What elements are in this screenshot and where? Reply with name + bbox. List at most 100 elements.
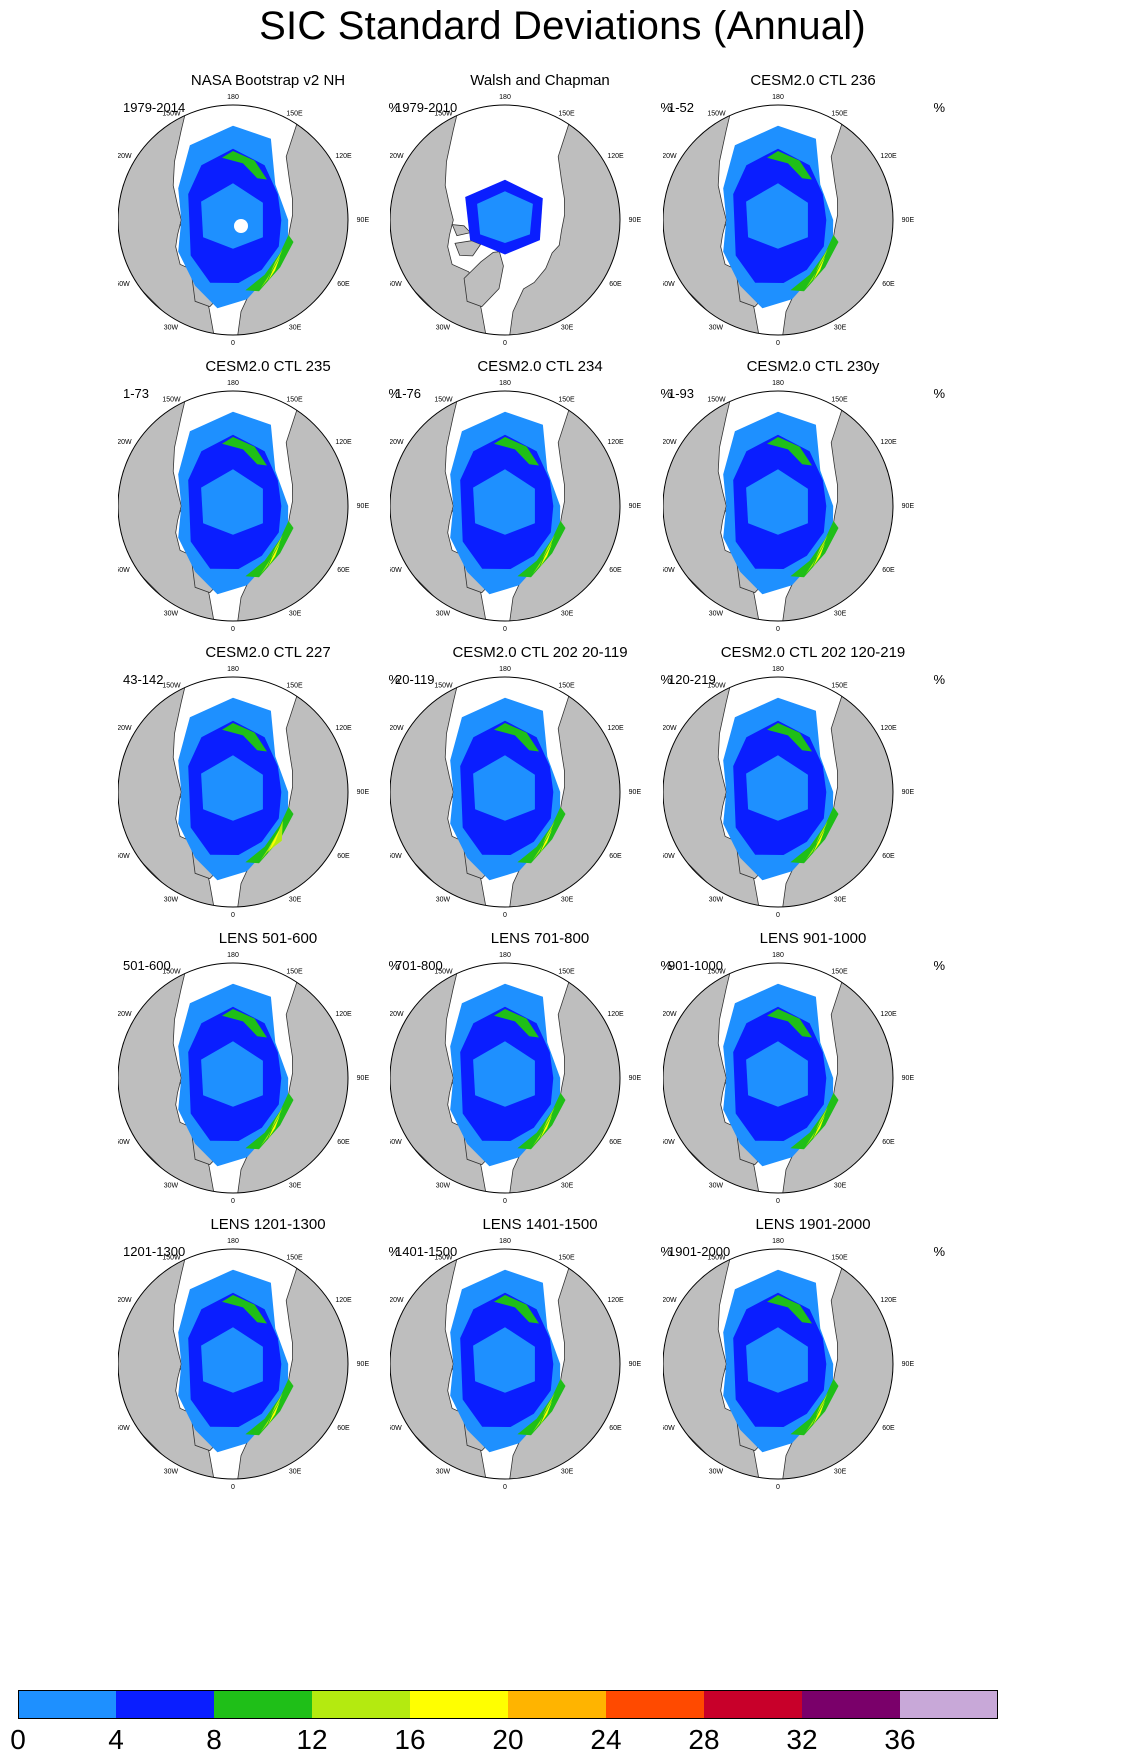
longitude-label: 0 [503, 1484, 507, 1491]
longitude-label: 120W [663, 439, 677, 446]
longitude-label: 120W [118, 439, 132, 446]
panel-unit: % [933, 100, 945, 115]
longitude-label: 150W [162, 110, 181, 117]
longitude-label: 90E [629, 1075, 642, 1082]
longitude-label: 30W [436, 325, 451, 332]
longitude-label: 60W [663, 1425, 675, 1432]
polar-map: 180150W150E120W120E90W90E60W60E30W30E0 [390, 1238, 641, 1491]
longitude-label: 180 [499, 380, 511, 387]
sic-band-8-12 [517, 1092, 566, 1150]
longitude-label: 30W [164, 611, 179, 618]
panel-title: CESM2.0 CTL 235 [205, 358, 331, 375]
sic-band-16-20 [813, 256, 826, 281]
longitude-label: 30E [561, 611, 574, 618]
sic-band-8-12 [245, 806, 294, 864]
longitude-label: 90E [629, 503, 642, 510]
colorbar-tick-label: 4 [108, 1724, 124, 1755]
panel-title: CESM2.0 CTL 202 20-119 [452, 644, 628, 661]
land-mass [463, 251, 504, 308]
sic-band-12-16 [260, 1106, 283, 1147]
longitude-label: 150E [558, 110, 575, 117]
longitude-label: 150E [831, 1254, 848, 1261]
longitude-label: 60E [337, 1139, 350, 1146]
longitude-label: 30E [561, 1183, 574, 1190]
colorbar-tick-label: 28 [688, 1724, 720, 1755]
colorbar-box [704, 1690, 802, 1719]
longitude-label: 150W [434, 110, 453, 117]
polar-map: 180150W150E120W120E90W90E60W60E30W30E0 [118, 94, 369, 347]
longitude-label: 60E [609, 281, 622, 288]
sic-band-0-4 [201, 469, 263, 535]
longitude-label: 30E [834, 897, 847, 904]
longitude-label: 30E [834, 611, 847, 618]
panel-unit: % [933, 958, 945, 973]
longitude-label: 30W [709, 325, 724, 332]
panel-period: 701-800 [395, 958, 443, 973]
map-panel: 180150W150E120W120E90W90E60W60E30W30E0LE… [390, 930, 690, 1230]
map-panel: 180150W150E120W120E90W90E60W60E30W30E0Wa… [390, 72, 690, 372]
panel-unit: % [933, 1244, 945, 1259]
polar-map: 180150W150E120W120E90W90E60W60E30W30E0 [118, 380, 370, 633]
longitude-label: 150W [707, 968, 726, 975]
colorbar-box [312, 1690, 410, 1719]
sic-band-8-12 [494, 723, 539, 752]
polar-map: 180150W150E120W120E90W90E60W60E30W30E0 [663, 1238, 915, 1491]
longitude-label: 150E [558, 968, 575, 975]
longitude-label: 60W [390, 1425, 402, 1432]
panel-period: 1-93 [668, 386, 695, 401]
sic-band-16-20 [540, 1114, 553, 1139]
polar-map: 180150W150E120W120E90W90E60W60E30W30E0 [663, 952, 914, 1205]
panel-period: 1-52 [668, 100, 695, 115]
longitude-label: 120E [607, 1297, 624, 1304]
longitude-label: 30W [164, 897, 179, 904]
longitude-label: 60E [609, 1139, 622, 1146]
panel-title: NASA Bootstrap v2 NH [190, 72, 346, 89]
longitude-label: 120E [335, 1011, 352, 1018]
panel-unit: % [660, 672, 672, 687]
longitude-label: 150E [558, 682, 575, 689]
panel-period: 120-219 [668, 672, 716, 687]
longitude-label: 0 [231, 1484, 235, 1491]
longitude-label: 30E [834, 325, 847, 332]
colorbar-box [116, 1690, 214, 1719]
colorbar-tick-label: 8 [206, 1724, 222, 1755]
sic-band-8-12 [517, 520, 566, 578]
sic-band-8-12 [767, 1009, 812, 1038]
land-mass [451, 224, 472, 237]
longitude-label: 150E [286, 1254, 303, 1261]
panel-title: LENS 701-800 [490, 930, 590, 947]
polar-map: 180150W150E120W120E90W90E60W60E30W30E0 [118, 1238, 369, 1491]
longitude-label: 150E [558, 1254, 575, 1261]
longitude-label: 150W [434, 1254, 453, 1261]
map-panel: 180150W150E120W120E90W90E60W60E30W30E0CE… [390, 644, 690, 944]
longitude-label: 120E [335, 439, 352, 446]
longitude-label: 120E [880, 153, 897, 160]
longitude-label: 0 [776, 1484, 780, 1491]
longitude-label: 60W [118, 1139, 130, 1146]
longitude-label: 120E [880, 1011, 897, 1018]
longitude-label: 120W [390, 153, 404, 160]
longitude-label: 0 [776, 340, 780, 347]
sic-band-8-12 [222, 151, 267, 180]
longitude-label: 30W [709, 1183, 724, 1190]
sic-band-8-12 [790, 1378, 839, 1436]
longitude-label: 60W [663, 567, 675, 574]
sic-band-0-4 [746, 1327, 808, 1393]
panel-title: LENS 1901-2000 [755, 1216, 871, 1233]
map-panel: 180150W150E120W120E90W90E60W60E30W30E0CE… [390, 358, 690, 658]
longitude-label: 150W [162, 682, 181, 689]
longitude-label: 90E [902, 1361, 915, 1368]
sic-band-8-12 [494, 437, 539, 466]
sic-band-8-12 [245, 1092, 294, 1150]
map-panel: 180150W150E120W120E90W90E60W60E30W30E0CE… [118, 358, 418, 658]
longitude-label: 120W [390, 1011, 404, 1018]
sic-band-16-20 [268, 1400, 281, 1425]
map-panel: 180150W150E120W120E90W90E60W60E30W30E0LE… [118, 1216, 418, 1516]
longitude-label: 30W [709, 611, 724, 618]
longitude-label: 90E [357, 503, 370, 510]
panel-title: LENS 501-600 [218, 930, 318, 947]
map-panel: 180150W150E120W120E90W90E60W60E30W30E0LE… [663, 1216, 963, 1516]
longitude-label: 150W [162, 1254, 181, 1261]
sic-band-0-4 [473, 469, 535, 535]
sic-band-8-12 [517, 1378, 566, 1436]
